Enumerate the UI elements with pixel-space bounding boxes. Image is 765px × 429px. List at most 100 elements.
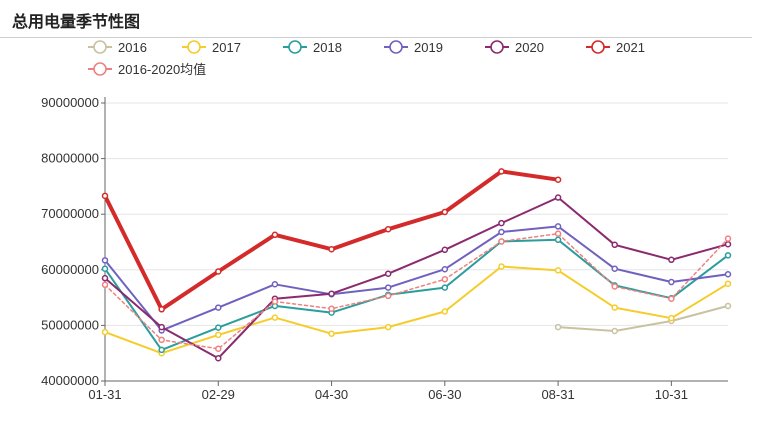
data-point[interactable] [158,346,165,354]
data-point[interactable] [215,304,222,311]
legend-label: 2019 [414,40,443,55]
data-point[interactable] [441,284,449,291]
data-point[interactable] [215,324,222,331]
data-point[interactable] [441,208,449,216]
data-point[interactable] [724,302,732,310]
data-point[interactable] [498,238,505,245]
data-point[interactable] [554,323,562,331]
data-point[interactable] [668,256,675,264]
series-2017 [101,263,732,357]
data-point[interactable] [328,290,335,297]
data-point[interactable] [101,281,109,289]
series-line [104,238,729,351]
legend-item[interactable]: 2020 [485,40,544,55]
legend-item[interactable]: 2019 [384,40,443,55]
data-point[interactable] [724,280,732,287]
data-point[interactable] [101,192,109,200]
y-tick-label: 60000000 [41,262,99,277]
series-line [104,265,729,355]
data-point[interactable] [101,328,109,336]
data-point[interactable] [724,270,732,278]
data-point[interactable] [498,219,505,227]
data-point[interactable] [554,230,562,237]
data-point[interactable] [611,265,618,272]
data-point[interactable] [328,330,335,337]
data-point[interactable] [441,276,449,283]
legend-item[interactable]: 2021 [586,40,645,55]
data-point[interactable] [611,241,618,249]
y-tick-label: 50000000 [41,317,99,332]
data-point[interactable] [611,304,618,311]
data-point[interactable] [724,240,732,248]
data-point[interactable] [271,281,279,288]
data-point[interactable] [328,305,335,312]
data-point[interactable] [101,265,109,272]
series-line [104,232,729,350]
data-point[interactable] [668,314,675,322]
x-tick-label: 06-30 [428,387,461,402]
data-point[interactable] [498,168,505,175]
data-point[interactable] [668,295,675,302]
data-point[interactable] [158,323,165,331]
legend-label: 2017 [212,40,241,55]
data-point[interactable] [554,236,562,244]
data-point[interactable] [158,336,165,344]
data-point[interactable] [441,246,449,254]
data-point[interactable] [384,225,392,233]
chart-title: 总用电量季节性图 [12,12,141,31]
data-point[interactable] [215,331,222,339]
series-2019 [101,223,732,334]
data-point[interactable] [724,252,732,259]
data-point[interactable] [441,308,449,315]
data-point[interactable] [271,314,279,321]
data-point[interactable] [215,354,222,362]
axes: 40000000 50000000 60000000 70000000 80000000… [41,95,728,402]
y-tick-label: 70000000 [41,206,99,221]
y-tick-label: 40000000 [41,373,99,388]
data-point[interactable] [498,263,505,270]
data-point[interactable] [554,176,562,183]
data-point[interactable] [611,327,618,335]
x-tick-label: 08-31 [541,387,574,402]
legend-label: 2016 [118,40,147,55]
data-point[interactable] [611,283,618,290]
series-2018 [101,236,732,354]
data-point[interactable] [384,284,392,291]
data-point[interactable] [384,270,392,277]
legend-item[interactable]: 2016-2020均值 [88,62,206,77]
legend-label: 2016-2020均值 [118,62,206,77]
data-point[interactable] [554,194,562,201]
legend-item[interactable]: 2018 [283,40,342,55]
data-point[interactable] [554,267,562,274]
legend: 2016 2017 2018 2019 2020 2021 2016-2020均值 [88,40,645,77]
data-point[interactable] [554,223,562,230]
grid-lines [105,102,728,326]
data-point[interactable] [101,274,109,282]
series-2021 [101,168,562,313]
legend-label: 2021 [616,40,645,55]
legend-swatch-marker [288,40,302,54]
data-point[interactable] [441,265,449,273]
legend-swatch-marker [389,40,403,54]
series-2016-2020均值 [101,230,732,353]
data-point[interactable] [101,257,109,264]
series-line [557,304,729,332]
x-tick-label: 10-31 [655,387,688,402]
data-point[interactable] [668,278,675,286]
legend-swatch-marker [591,40,605,54]
x-tick-label: 04-30 [315,387,348,402]
data-point[interactable] [215,268,222,275]
data-point[interactable] [271,298,279,305]
data-point[interactable] [215,345,222,353]
data-point[interactable] [384,323,392,331]
data-point[interactable] [271,231,279,239]
data-point[interactable] [328,245,335,253]
legend-label: 2018 [313,40,342,55]
data-point[interactable] [384,292,392,300]
legend-swatch-marker [93,40,107,54]
legend-item[interactable]: 2017 [182,40,241,55]
data-point[interactable] [724,235,732,242]
data-point[interactable] [498,228,505,236]
legend-item[interactable]: 2016 [88,40,147,55]
data-point[interactable] [158,306,165,313]
